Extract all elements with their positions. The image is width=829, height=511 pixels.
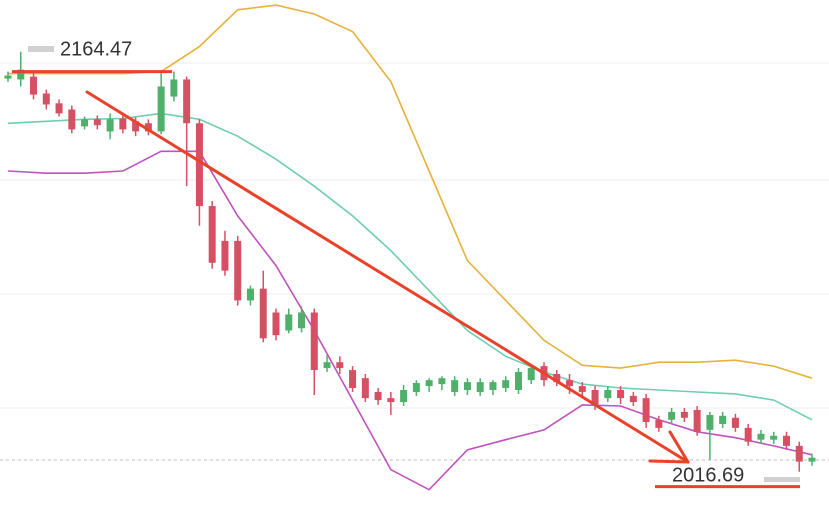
candle-body bbox=[81, 119, 89, 127]
candle-body bbox=[208, 206, 216, 263]
candle-body bbox=[770, 435, 778, 440]
arrow-shaft bbox=[85, 90, 690, 464]
candle-body bbox=[757, 433, 765, 440]
candle-body bbox=[157, 86, 165, 132]
candle-body bbox=[17, 69, 25, 80]
candle-body bbox=[55, 103, 63, 114]
candle-body bbox=[323, 362, 331, 369]
trend-arrow bbox=[85, 90, 690, 464]
candle-body bbox=[246, 288, 254, 301]
candles bbox=[4, 51, 816, 472]
candle-body bbox=[566, 380, 574, 387]
candle-body bbox=[502, 380, 510, 389]
candle-body bbox=[183, 79, 191, 124]
candle-body bbox=[412, 382, 420, 392]
candle-body bbox=[578, 386, 586, 392]
candle-body bbox=[693, 409, 701, 432]
candle-body bbox=[259, 288, 267, 339]
candle-body bbox=[591, 389, 599, 405]
candle-body bbox=[4, 75, 12, 79]
candle-body bbox=[119, 118, 127, 130]
candle-body bbox=[553, 373, 561, 383]
candle-body bbox=[144, 123, 152, 132]
band-line bbox=[7, 112, 813, 421]
band-line bbox=[7, 150, 813, 491]
candle-body bbox=[463, 382, 471, 390]
candle-body bbox=[668, 411, 676, 420]
candle-body bbox=[808, 457, 816, 462]
candle-body bbox=[400, 389, 408, 403]
candle-body bbox=[744, 427, 752, 442]
candle-body bbox=[719, 415, 727, 424]
candle-body bbox=[655, 419, 663, 428]
candle-body bbox=[349, 370, 357, 389]
candle-body bbox=[298, 312, 306, 329]
label-marker bbox=[28, 46, 54, 52]
candle-body bbox=[106, 119, 114, 132]
candle-body bbox=[604, 389, 612, 399]
band-line bbox=[8, 4, 813, 379]
label-marker bbox=[764, 477, 800, 482]
annotations: 2164.47 2016.69 bbox=[12, 38, 800, 489]
candle-body bbox=[310, 312, 318, 371]
candle-body bbox=[706, 414, 714, 430]
candle-body bbox=[42, 93, 50, 105]
candle-body bbox=[680, 411, 688, 418]
candle-body bbox=[336, 362, 344, 369]
candle-body bbox=[234, 240, 242, 301]
candle-body bbox=[514, 372, 522, 390]
candle-body bbox=[30, 76, 38, 95]
candle-body bbox=[68, 109, 76, 130]
candle-body bbox=[221, 240, 229, 271]
arrow-head bbox=[648, 459, 690, 464]
candle-body bbox=[476, 382, 484, 392]
candle-body bbox=[438, 378, 446, 385]
arrow-head bbox=[668, 430, 690, 464]
candle-body bbox=[195, 123, 203, 207]
candle-body bbox=[170, 79, 178, 97]
low-label: 2016.69 bbox=[672, 464, 744, 486]
candle-body bbox=[617, 389, 625, 399]
candle-body bbox=[285, 314, 293, 331]
candle-body bbox=[425, 380, 433, 387]
candle-body bbox=[451, 380, 459, 392]
candle-body bbox=[374, 391, 382, 401]
candle-body bbox=[387, 398, 395, 403]
bollinger-bands bbox=[7, 4, 813, 491]
candle-body bbox=[361, 378, 369, 399]
candle-body bbox=[782, 435, 790, 446]
candle-body bbox=[642, 398, 650, 422]
candle-body bbox=[527, 368, 535, 381]
candle-body bbox=[795, 445, 803, 462]
candle-body bbox=[629, 395, 637, 403]
candle-body bbox=[272, 312, 280, 336]
candle-body bbox=[132, 121, 140, 132]
high-label: 2164.47 bbox=[60, 38, 132, 60]
candle-body bbox=[731, 417, 739, 428]
candle-body bbox=[489, 382, 497, 390]
candle-body bbox=[93, 119, 101, 126]
